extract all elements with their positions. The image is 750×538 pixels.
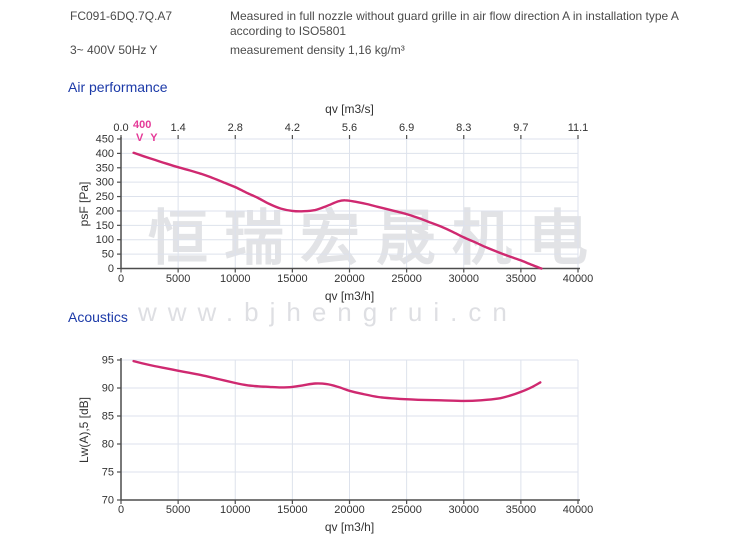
svg-text:25000: 25000 (391, 273, 422, 285)
svg-text:0: 0 (118, 273, 124, 285)
svg-text:30000: 30000 (448, 504, 479, 516)
svg-text:35000: 35000 (506, 504, 537, 516)
svg-text:75: 75 (102, 467, 114, 479)
svg-text:0.0: 0.0 (113, 122, 128, 134)
svg-text:psF [Pa]: psF [Pa] (77, 182, 91, 227)
svg-text:250: 250 (96, 191, 114, 203)
svg-text:20000: 20000 (334, 273, 365, 285)
svg-text:20000: 20000 (334, 504, 365, 516)
air-performance-heading: Air performance (68, 79, 168, 95)
density-note: measurement density 1,16 kg/m³ (230, 43, 405, 57)
svg-text:300: 300 (96, 177, 114, 189)
svg-text:80: 80 (102, 439, 114, 451)
svg-text:0: 0 (108, 263, 114, 275)
svg-text:1.4: 1.4 (170, 122, 185, 134)
svg-text:150: 150 (96, 220, 114, 232)
svg-text:70: 70 (102, 495, 114, 507)
svg-text:40000: 40000 (563, 273, 594, 285)
acoustics-heading: Acoustics (68, 309, 128, 325)
svg-text:5000: 5000 (166, 273, 190, 285)
svg-text:85: 85 (102, 411, 114, 423)
svg-text:4.2: 4.2 (285, 122, 300, 134)
series-voltage-value: 400 (133, 119, 152, 131)
svg-text:100: 100 (96, 234, 114, 246)
svg-text:qv [m3/h]: qv [m3/h] (325, 520, 374, 534)
svg-text:200: 200 (96, 205, 114, 217)
measurement-note: Measured in full nozzle without guard gr… (230, 9, 679, 38)
power-spec: 3~ 400V 50Hz Y (70, 43, 158, 57)
svg-text:10000: 10000 (220, 504, 251, 516)
model-number: FC091-6DQ.7Q.A7 (70, 9, 173, 23)
svg-text:8.3: 8.3 (456, 122, 471, 134)
svg-text:350: 350 (96, 162, 114, 174)
series-voltage-label: 400 V Y (133, 119, 160, 145)
svg-text:9.7: 9.7 (513, 122, 528, 134)
svg-text:450: 450 (96, 134, 114, 146)
svg-text:2.8: 2.8 (228, 122, 243, 134)
series-phase-value: V Y (136, 132, 160, 144)
svg-text:35000: 35000 (506, 273, 537, 285)
svg-text:30000: 30000 (448, 273, 479, 285)
svg-text:90: 90 (102, 383, 114, 395)
svg-text:5.6: 5.6 (342, 122, 357, 134)
svg-text:0: 0 (118, 504, 124, 516)
svg-text:95: 95 (102, 355, 114, 367)
svg-text:400: 400 (96, 148, 114, 160)
svg-text:50: 50 (102, 249, 114, 261)
svg-text:40000: 40000 (563, 504, 594, 516)
svg-text:qv [m3/s]: qv [m3/s] (325, 102, 374, 116)
watermark-cjk: 恒瑞宏晟机电 (148, 205, 604, 272)
svg-text:qv [m3/h]: qv [m3/h] (325, 289, 374, 303)
svg-text:11.1: 11.1 (568, 122, 589, 134)
svg-text:10000: 10000 (220, 273, 251, 285)
svg-text:Lw(A),5 [dB]: Lw(A),5 [dB] (77, 397, 91, 463)
svg-text:6.9: 6.9 (399, 122, 414, 134)
svg-text:15000: 15000 (277, 273, 308, 285)
svg-text:5000: 5000 (166, 504, 190, 516)
watermark-url: www.bjhengrui.cn (138, 297, 518, 327)
svg-text:15000: 15000 (277, 504, 308, 516)
svg-text:25000: 25000 (391, 504, 422, 516)
